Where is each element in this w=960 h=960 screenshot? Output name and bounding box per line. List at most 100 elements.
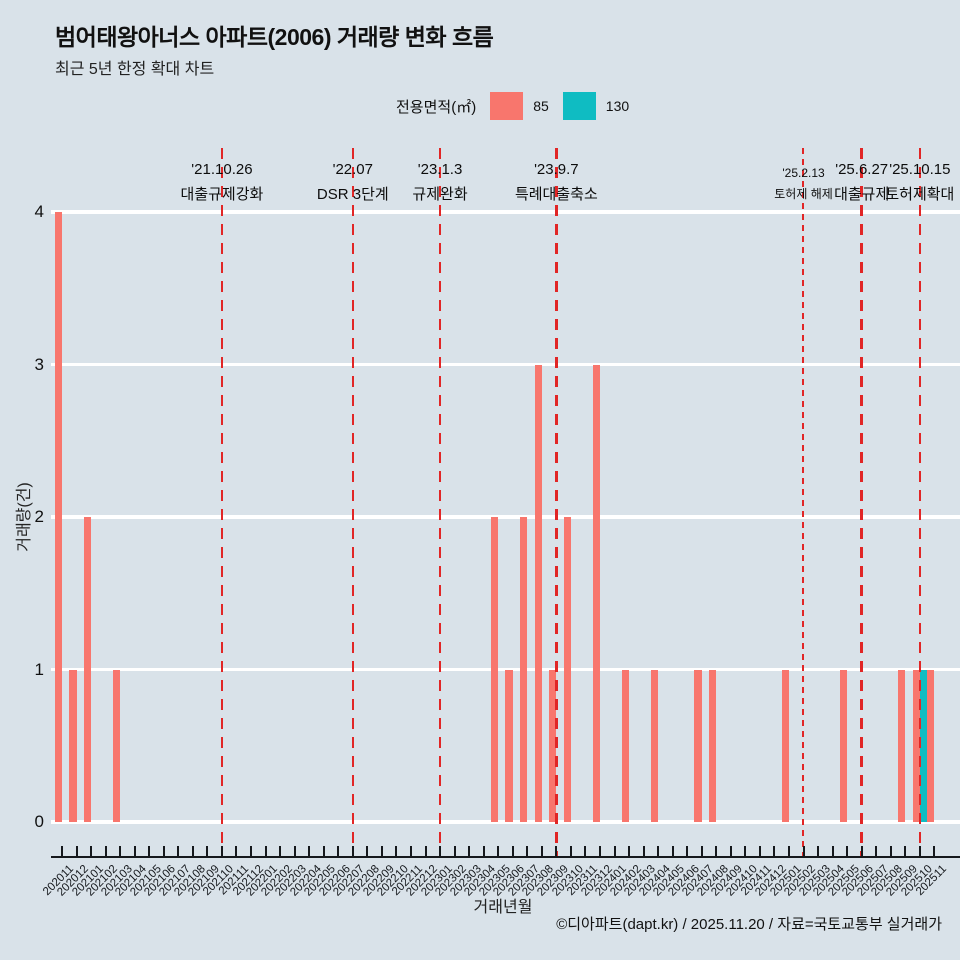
x-tick-202504: [831, 846, 834, 857]
x-tick-202502: [802, 846, 805, 857]
x-tick-202109: [206, 846, 209, 857]
annotation-text-202506: '25.6.27 대출규제: [834, 161, 889, 204]
legend-label-130: 130: [605, 98, 630, 114]
x-tick-202505: [846, 846, 849, 857]
x-tick-202404: [657, 846, 660, 857]
x-tick-202506: [860, 846, 863, 857]
y-tick-label-2: 2: [34, 507, 44, 526]
annotation-line-202510: [918, 148, 922, 858]
x-tick-202509: [904, 846, 907, 857]
annotation-text-202309: '23.9.7 특례대출축소: [515, 161, 598, 204]
bar-202101-85: [83, 517, 92, 822]
x-tick-202103: [119, 846, 122, 857]
x-tick-202112: [250, 846, 253, 857]
x-tick-202507: [875, 846, 878, 857]
x-tick-202301: [439, 846, 442, 857]
x-tick-202209: [380, 846, 383, 857]
chart-subtitle: 최근 5년 한정 확대 차트: [55, 61, 215, 78]
x-tick-202304: [482, 846, 485, 857]
x-tick-202102: [104, 846, 107, 857]
gridline-y0: [51, 820, 960, 824]
x-tick-202201: [264, 846, 267, 857]
annotation-date: '23.9.7: [534, 161, 579, 178]
annotation-line-202110: [220, 148, 224, 858]
x-tick-202108: [191, 846, 194, 857]
bar-202511-85: [927, 669, 935, 822]
x-tick-202204: [308, 846, 311, 857]
annotation-date: '25.6.27: [835, 161, 889, 178]
x-tick-202503: [817, 846, 820, 857]
annotation-line-202309: [555, 148, 558, 858]
y-tick-label-1: 1: [34, 659, 44, 679]
x-tick-202511: [933, 846, 936, 857]
bar-202408-85: [709, 669, 717, 822]
annotation-label: 대출규제: [834, 186, 890, 203]
x-tick-202306: [511, 846, 514, 857]
annotation-text-202110: '21.10.26 대출규제강화: [181, 161, 264, 204]
annotation-label: 규제완화: [412, 186, 468, 203]
annotation-label: 특례대출축소: [514, 186, 598, 203]
annotation-label: 토허제 해제: [774, 187, 833, 201]
x-tick-202510: [918, 846, 921, 857]
annotation-line-202502: [802, 148, 805, 858]
x-tick-202410: [744, 846, 747, 857]
x-tick-202307: [526, 846, 529, 857]
x-tick-202406: [686, 846, 689, 857]
x-tick-202212: [424, 846, 427, 857]
x-tick-202012: [75, 846, 78, 857]
bar-202103-85: [112, 669, 121, 822]
bar-202305-85: [490, 517, 499, 822]
legend-item-85: 85: [490, 92, 549, 120]
gridline-y3: [51, 362, 960, 367]
bar-202011-85: [54, 212, 62, 822]
x-tick-202207: [351, 846, 354, 857]
x-tick-202011: [61, 846, 63, 857]
x-tick-202403: [642, 846, 645, 857]
annotation-text-202301: '23.1.3 규제완화: [412, 161, 467, 204]
annotation-label: 대출규제강화: [180, 186, 264, 203]
bar-202505-85: [839, 669, 848, 822]
x-tick-202405: [671, 846, 674, 857]
annotation-text-202510: '25.10.15 토허제확대: [885, 161, 954, 204]
x-tick-202402: [628, 846, 631, 857]
bar-202404-85: [650, 669, 659, 822]
legend-swatch-130: [562, 92, 596, 120]
x-tick-202110: [220, 846, 223, 857]
x-tick-202302: [453, 846, 456, 857]
bar-202510-130: [919, 669, 928, 822]
chart-title: 범어태왕아너스 아파트(2006) 거래량 변화 흐름: [55, 24, 494, 50]
annotation-label: DSR 3단계: [316, 186, 389, 203]
annotation-line-202207: [351, 148, 355, 858]
bar-202310-85: [563, 517, 571, 822]
annotation-date: '25.10.15: [889, 161, 951, 178]
x-tick-202106: [162, 846, 165, 857]
annotation-label: 토허제확대: [885, 186, 955, 203]
bar-202012-85: [69, 669, 77, 822]
x-tick-202407: [700, 846, 703, 857]
legend-label-85: 85: [533, 98, 549, 114]
bar-202501-85: [781, 669, 789, 822]
x-tick-202111: [235, 846, 238, 857]
x-tick-202310: [569, 846, 572, 857]
bar-202308-85: [534, 364, 542, 822]
x-tick-202101: [90, 846, 93, 857]
x-axis-title: 거래년월: [473, 899, 533, 916]
bar-202407-85: [694, 669, 702, 822]
x-tick-202305: [497, 846, 500, 857]
x-tick-202203: [293, 846, 296, 857]
legend-swatch-85: [490, 92, 524, 120]
annotation-text-202207: '22.07 DSR 3단계: [317, 161, 389, 204]
legend-item-130: 130: [562, 92, 630, 120]
annotation-date: '25.2.13: [782, 166, 825, 180]
x-tick-202104: [133, 846, 136, 857]
annotation-line-202506: [860, 148, 863, 858]
annotation-date: '21.10.26: [191, 161, 253, 178]
x-tick-202303: [468, 846, 471, 857]
bar-202312-85: [592, 364, 600, 822]
x-tick-202105: [148, 846, 151, 857]
y-tick-label-3: 3: [34, 354, 44, 374]
annotation-line-202301: [438, 148, 442, 858]
x-tick-202210: [395, 846, 398, 857]
x-tick-202508: [889, 846, 892, 857]
x-tick-202409: [729, 846, 732, 857]
